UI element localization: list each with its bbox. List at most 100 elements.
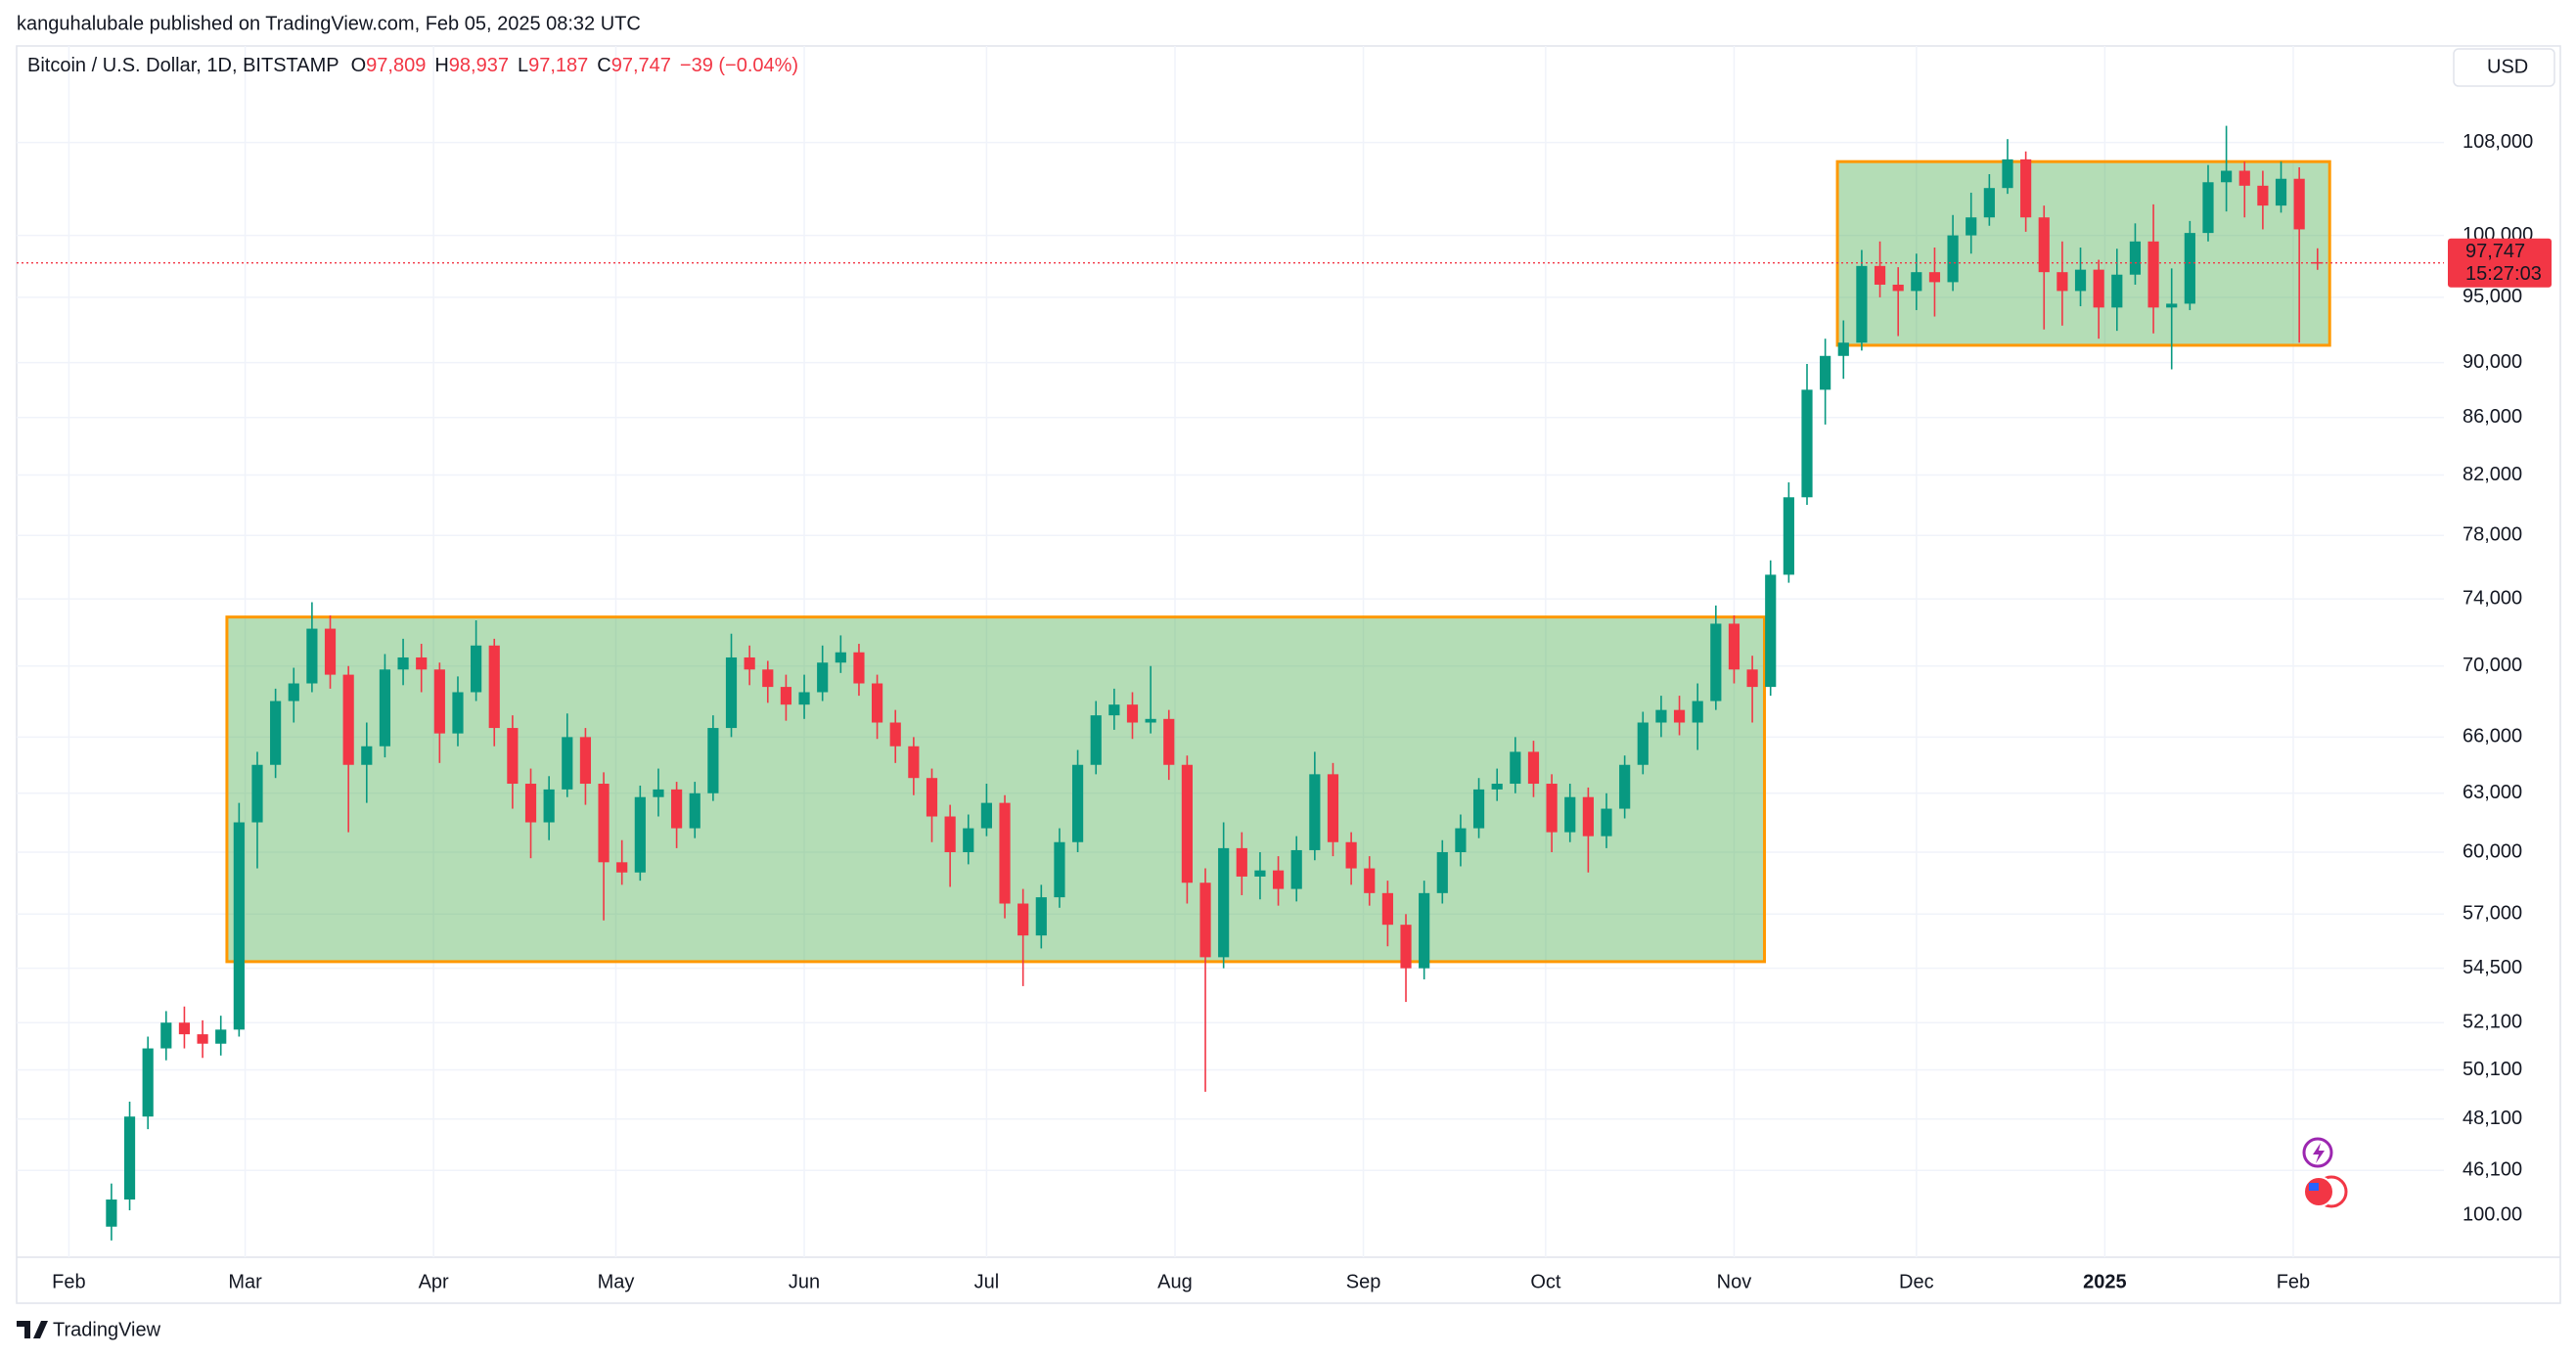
candle-body — [2275, 178, 2287, 206]
last-price-label: 97,747 — [2465, 241, 2525, 262]
candle-body — [817, 662, 829, 693]
candle-body — [1856, 265, 1868, 343]
candle-body — [872, 683, 883, 723]
symbol: Bitcoin / U.S. Dollar, 1D, BITSTAMP — [27, 55, 339, 76]
candle-body — [2166, 303, 2178, 308]
candle-body — [2293, 178, 2305, 230]
candle-body — [1928, 272, 1941, 283]
candle-body — [1381, 892, 1393, 926]
candle-body — [2129, 241, 2142, 275]
range-zone — [1835, 159, 2331, 347]
candle-body — [1673, 709, 1686, 723]
candle-body — [488, 645, 500, 729]
candle-body — [142, 1048, 154, 1117]
candle-body — [433, 669, 445, 734]
candle-body — [1236, 847, 1247, 877]
y-tick-label: 78,000 — [2463, 523, 2522, 545]
candle-body — [524, 784, 537, 823]
candle-body — [1345, 841, 1357, 869]
ohlc-key: H — [434, 55, 448, 76]
candle-body — [1491, 784, 1503, 790]
candle-body — [1728, 623, 1740, 670]
candle-body — [1564, 796, 1576, 833]
candle-body — [1765, 574, 1777, 688]
candle-body — [1746, 669, 1758, 688]
candle-body — [963, 828, 974, 852]
candle-body — [1126, 704, 1139, 723]
candle-body — [653, 789, 664, 797]
countdown: 15:27:03 — [2465, 263, 2542, 285]
candle-body — [2184, 233, 2195, 304]
candle-body — [379, 669, 391, 747]
candle-body — [2093, 269, 2104, 308]
candle-body — [1820, 355, 1831, 390]
candle-body — [616, 862, 628, 873]
candle-body — [1966, 217, 1977, 236]
candle-body — [1071, 764, 1084, 842]
candle-body — [689, 792, 700, 829]
candle-body — [233, 822, 245, 1030]
published-note: kanguhalubale published on TradingView.c… — [17, 13, 641, 34]
candle-body — [471, 645, 482, 693]
candle-body — [725, 656, 738, 729]
candle-body — [2221, 170, 2233, 183]
candle-body — [1108, 704, 1120, 716]
candle-body — [1419, 892, 1430, 969]
candle-body — [1874, 265, 1886, 285]
y-tick-label: 82,000 — [2463, 464, 2522, 485]
candle-body — [1309, 774, 1321, 850]
candle-body — [2020, 158, 2032, 218]
candle-body — [744, 656, 755, 670]
brand-logo — [17, 1321, 48, 1338]
candle-body — [1199, 883, 1211, 958]
ohlc-key: L — [518, 55, 528, 76]
y-tick-label: 48,100 — [2463, 1108, 2522, 1129]
candle-body — [1510, 751, 1521, 785]
candle-body — [1254, 870, 1266, 877]
candle-body — [780, 687, 792, 705]
candle-body — [1801, 389, 1813, 498]
candle-body — [1145, 718, 1156, 723]
ohlc-value: 98,937 — [449, 55, 509, 76]
x-tick-label: Feb — [2277, 1271, 2310, 1292]
change: −39 (−0.04%) — [680, 55, 798, 76]
candle-body — [1035, 897, 1047, 936]
ohlc-key: C — [597, 55, 610, 76]
ohlc-value: 97,187 — [528, 55, 588, 76]
candle-body — [1601, 808, 1612, 837]
candle-body — [1400, 925, 1412, 969]
y-tick-label: 60,000 — [2463, 840, 2522, 862]
candle-body — [342, 674, 354, 765]
y-tick-label: 108,000 — [2463, 131, 2533, 153]
x-tick-label: Aug — [1157, 1271, 1193, 1292]
x-tick-label: Nov — [1717, 1271, 1752, 1292]
candle-body — [1436, 851, 1448, 893]
candle-body — [2202, 182, 2214, 234]
candle-body — [2056, 272, 2068, 292]
currency-box[interactable] — [2453, 48, 2555, 87]
candle-body — [1582, 796, 1594, 837]
x-tick-label: Apr — [419, 1271, 449, 1292]
y-tick-label: 52,100 — [2463, 1012, 2522, 1033]
candle-body — [1783, 497, 1794, 575]
x-tick-label: Jun — [789, 1271, 820, 1292]
candle-body — [889, 722, 901, 747]
y-tick-label: 54,500 — [2463, 957, 2522, 978]
candle-body — [160, 1022, 172, 1049]
frame — [16, 45, 2561, 1304]
ohlc-key: O — [351, 55, 367, 76]
candle-body — [106, 1200, 117, 1227]
x-tick-label: Jul — [974, 1271, 1000, 1292]
candle-body — [1947, 235, 1959, 283]
candle-body — [1017, 903, 1029, 936]
ohlc-value: 97,809 — [366, 55, 426, 76]
candle-body — [908, 746, 920, 779]
brand: TradingView — [53, 1319, 161, 1340]
candle-body — [2002, 158, 2013, 189]
candle-body — [543, 789, 555, 823]
currency[interactable]: USD — [2487, 56, 2528, 77]
y-tick-label: 86,000 — [2463, 406, 2522, 428]
candle-body — [999, 802, 1011, 904]
